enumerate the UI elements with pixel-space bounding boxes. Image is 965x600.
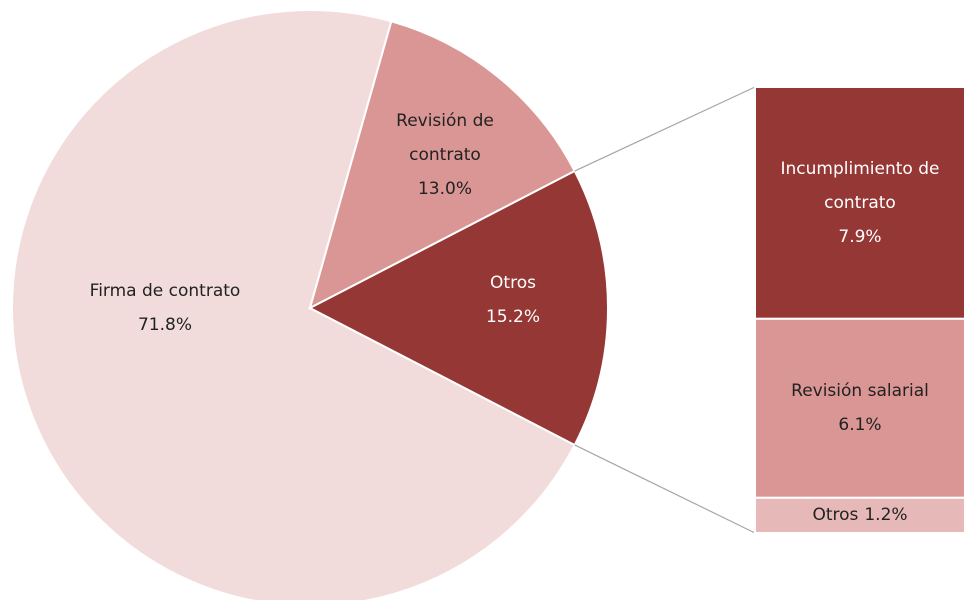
connector-line (574, 86, 756, 172)
segment-name: Otros (812, 505, 859, 526)
segment-name: Revisión salarial (791, 381, 929, 402)
segment-label: Revisión salarial 6.1% (775, 374, 945, 442)
slice-label: Revisión de contrato 13.0% (375, 104, 515, 206)
pie-slice (11, 9, 577, 600)
slice-label: Otros 15.2% (453, 266, 573, 334)
slice-name: Otros (490, 273, 536, 293)
segment-name: Incumplimiento de contrato (780, 158, 940, 213)
segment-label: Incumplimiento de contrato 7.9% (775, 152, 945, 254)
slice-name: Revisión de contrato (396, 111, 494, 165)
segment-value: 1.2% (864, 505, 908, 526)
slice-label: Firma de contrato 71.8% (35, 274, 295, 342)
slice-value: 71.8% (137, 315, 192, 335)
segment-value: 7.9% (838, 226, 882, 247)
slice-value: 15.2% (485, 307, 540, 327)
segment-label: Otros 1.2% (812, 505, 907, 525)
slice-value: 13.0% (417, 179, 472, 199)
connector-line (574, 444, 756, 534)
bar-segment (754, 317, 965, 499)
segment-value: 6.1% (838, 415, 882, 436)
pie-slice (307, 169, 610, 447)
slice-name: Firma de contrato (89, 281, 241, 301)
bar-segment (754, 496, 965, 534)
pie-slice (308, 20, 577, 310)
